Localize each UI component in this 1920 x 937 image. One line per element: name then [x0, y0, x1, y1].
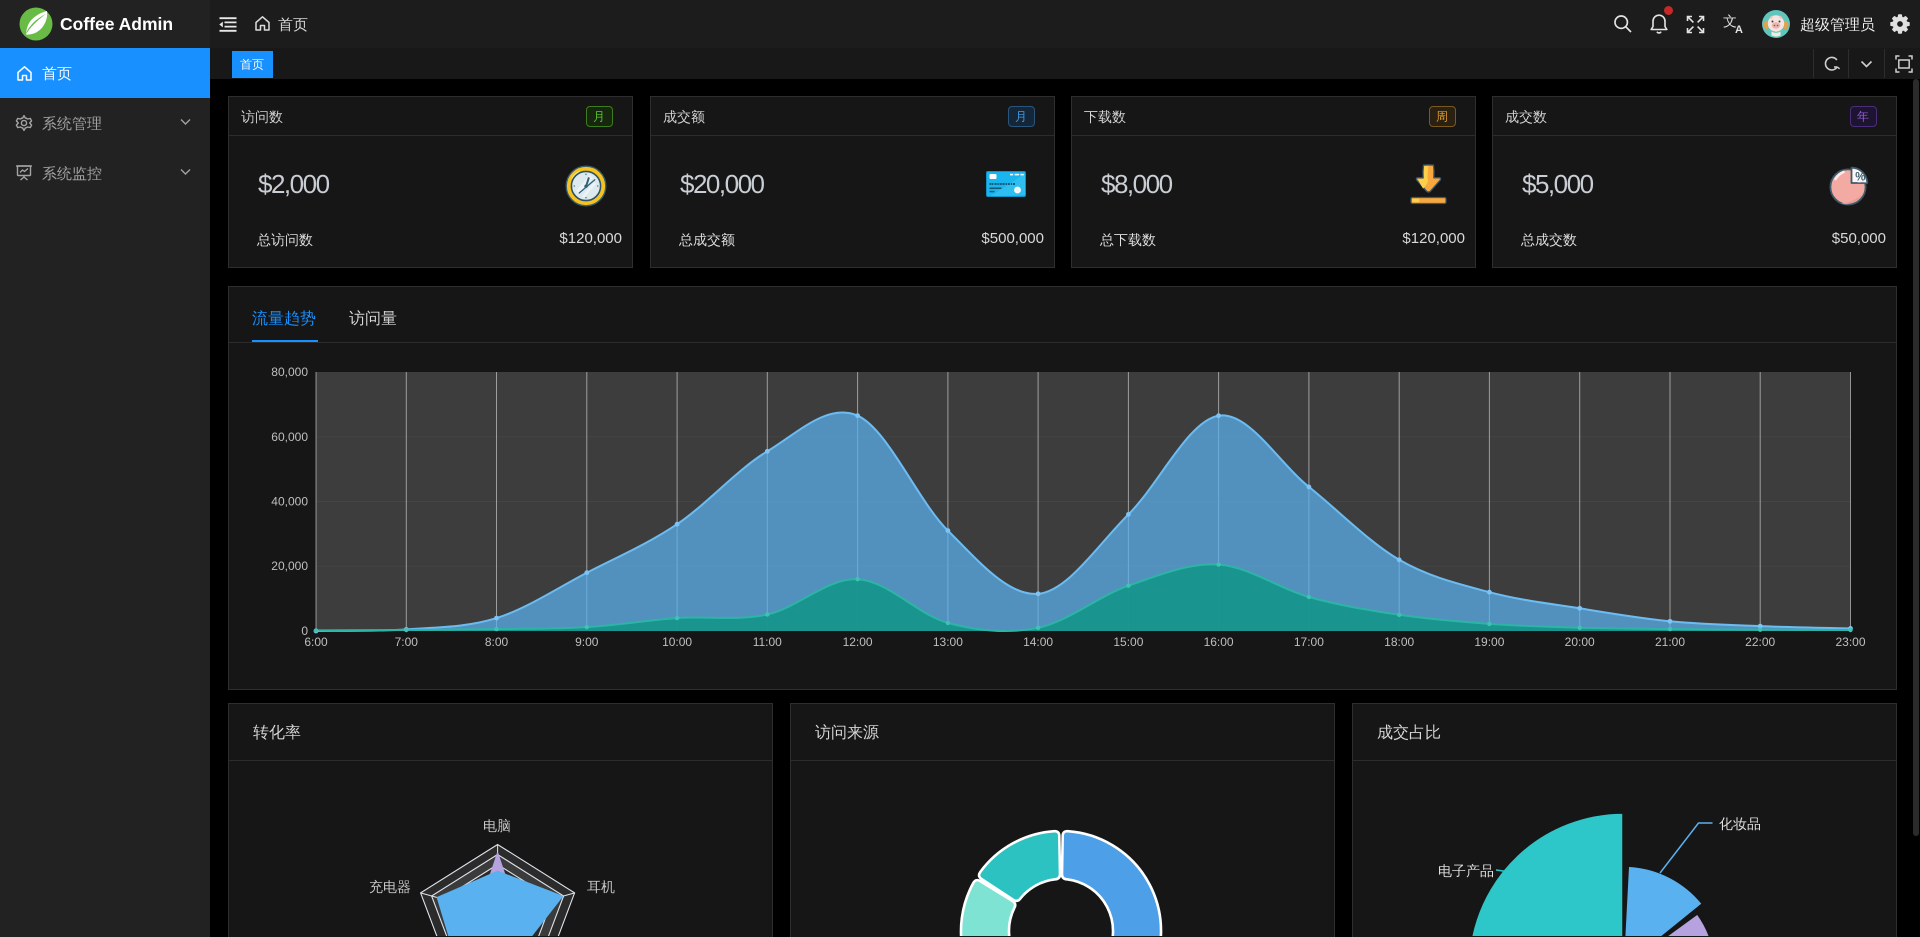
svg-text:21:00: 21:00 — [1655, 635, 1685, 649]
svg-text:12:00: 12:00 — [843, 635, 873, 649]
svg-text:18:00: 18:00 — [1384, 635, 1414, 649]
svg-text:0: 0 — [301, 624, 308, 638]
svg-text:17:00: 17:00 — [1294, 635, 1324, 649]
svg-text:20:00: 20:00 — [1565, 635, 1595, 649]
svg-text:%: % — [1855, 172, 1865, 184]
svg-text:40,000: 40,000 — [271, 495, 308, 509]
svg-text:11:00: 11:00 — [753, 635, 782, 649]
svg-text:8:00: 8:00 — [485, 635, 509, 649]
svg-text:16:00: 16:00 — [1204, 635, 1234, 649]
svg-text:60,000: 60,000 — [271, 430, 308, 444]
svg-text:13:00: 13:00 — [933, 635, 963, 649]
svg-text:9:00: 9:00 — [575, 635, 599, 649]
svg-text:80,000: 80,000 — [271, 365, 308, 379]
svg-text:22:00: 22:00 — [1745, 635, 1775, 649]
svg-text:10:00: 10:00 — [662, 635, 692, 649]
svg-text:A: A — [1735, 24, 1743, 34]
svg-text:15:00: 15:00 — [1113, 635, 1143, 649]
svg-text:7:00: 7:00 — [395, 635, 419, 649]
svg-text:14:00: 14:00 — [1023, 635, 1053, 649]
svg-text:19:00: 19:00 — [1474, 635, 1504, 649]
svg-text:20,000: 20,000 — [271, 559, 308, 573]
svg-text:23:00: 23:00 — [1835, 635, 1865, 649]
svg-text:6:00: 6:00 — [304, 635, 328, 649]
